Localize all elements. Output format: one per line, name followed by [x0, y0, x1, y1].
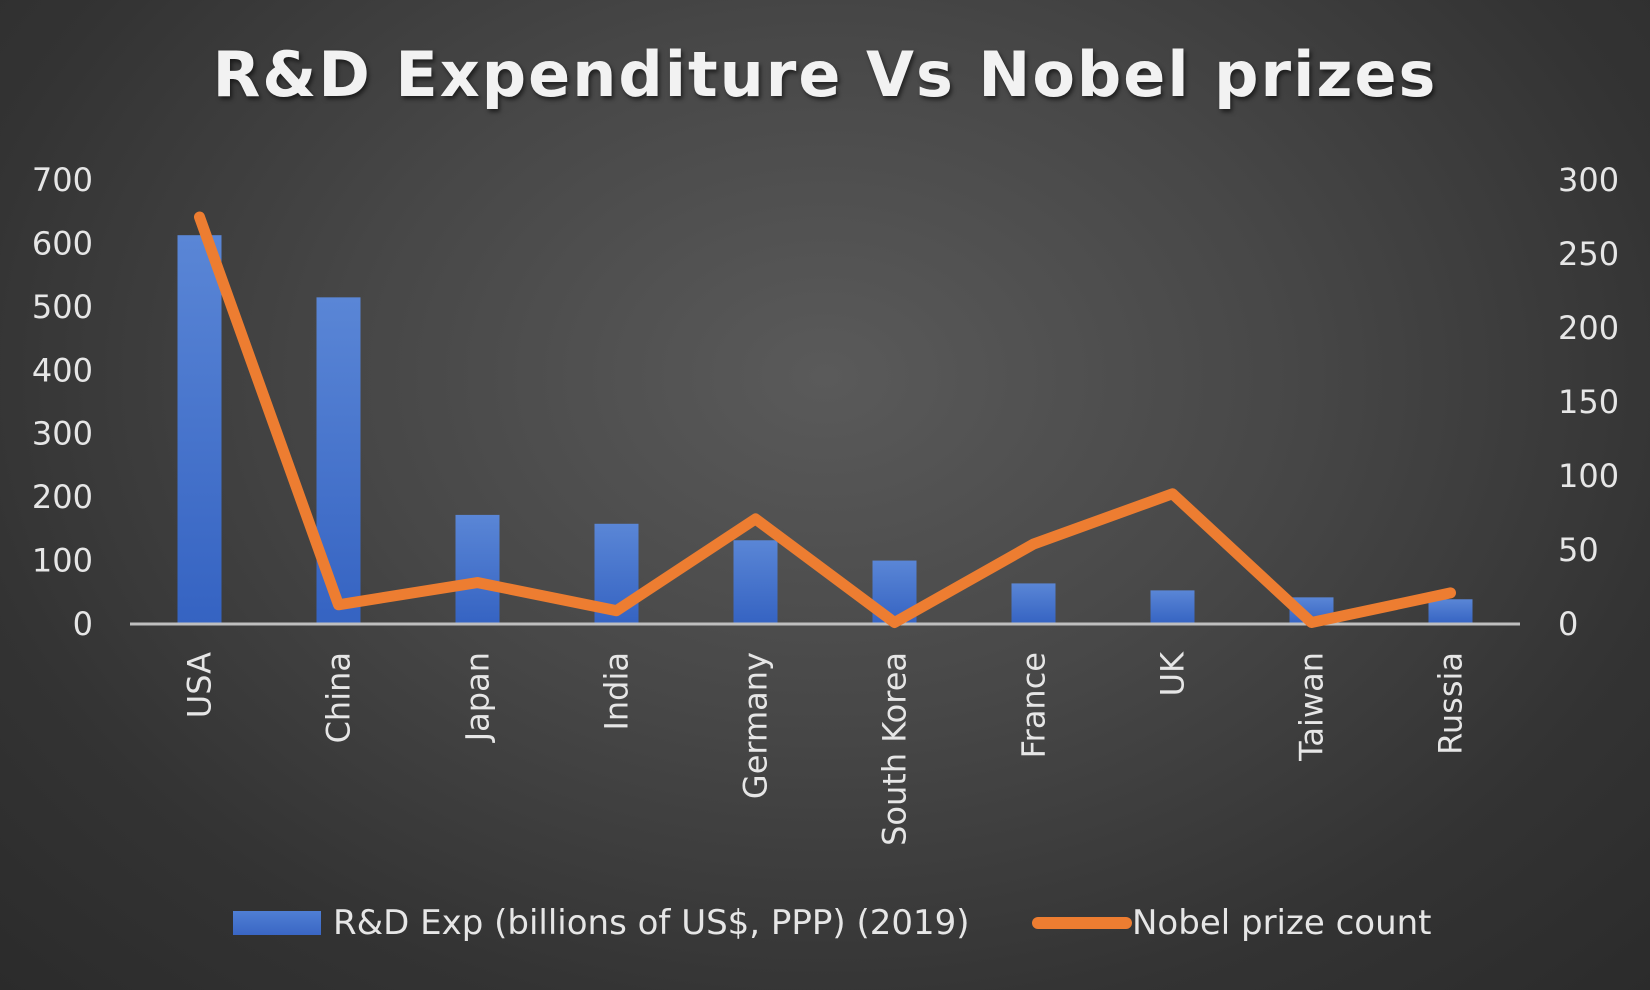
legend-label-rd: R&D Exp (billions of US$, PPP) (2019) [333, 903, 970, 943]
nobel-point-south-korea [894, 622, 895, 624]
chart-legend: R&D Exp (billions of US$, PPP) (2019) No… [0, 898, 1650, 948]
legend-item-nobel: Nobel prize count [1032, 898, 1432, 948]
category-label-india: India [598, 652, 636, 731]
right-tick-label: 150 [1558, 383, 1619, 421]
legend-bar-swatch [233, 911, 321, 935]
legend-item-rd: R&D Exp (billions of US$, PPP) (2019) [233, 898, 970, 948]
category-label-japan: Japan [459, 652, 497, 743]
bar-france [1011, 583, 1056, 624]
nobel-line [194, 211, 1456, 629]
left-tick-label: 700 [32, 161, 93, 199]
left-tick-label: 500 [32, 288, 93, 326]
right-y-axis: 0 50 100 150 200 250 300 [1558, 161, 1619, 643]
bar-usa [177, 235, 222, 624]
left-y-axis: 0 100 200 300 400 500 600 700 [32, 161, 93, 643]
right-tick-label: 200 [1558, 309, 1619, 347]
right-tick-label: 300 [1558, 161, 1619, 199]
left-tick-label: 100 [32, 542, 93, 580]
bar-uk [1150, 590, 1195, 624]
right-tick-label: 250 [1558, 235, 1619, 273]
bar-russia [1428, 599, 1473, 624]
right-tick-label: 50 [1558, 531, 1599, 569]
nobel-point-china [338, 604, 339, 606]
legend-label-nobel: Nobel prize count [1132, 903, 1432, 943]
left-tick-label: 300 [32, 415, 93, 453]
nobel-point-uk [1172, 493, 1173, 495]
x-axis-categories: USA China Japan India Germany South Korea Fran… [181, 651, 1470, 846]
left-tick-label: 200 [32, 478, 93, 516]
right-tick-label: 0 [1558, 605, 1578, 643]
left-tick-label: 400 [32, 351, 93, 389]
nobel-point-russia [1450, 592, 1451, 594]
category-label-france: France [1015, 652, 1053, 758]
category-label-china: China [320, 652, 358, 743]
nobel-point-india [616, 610, 617, 612]
category-label-russia: Russia [1432, 652, 1470, 755]
bar-germany [733, 540, 778, 624]
legend-line-swatch [1032, 917, 1132, 929]
category-label-south-korea: South Korea [876, 652, 914, 846]
chart-title: R&D Expenditure Vs Nobel prizes [212, 38, 1438, 111]
nobel-point-japan [477, 582, 478, 584]
bar-japan [455, 514, 500, 624]
category-label-germany: Germany [737, 652, 775, 799]
nobel-point-france [1033, 543, 1034, 545]
line-series [194, 211, 1456, 629]
left-tick-label: 600 [32, 224, 93, 262]
nobel-point-usa [199, 216, 200, 218]
left-tick-label: 0 [73, 605, 93, 643]
category-label-taiwan: Taiwan [1293, 652, 1331, 762]
nobel-point-taiwan [1311, 622, 1312, 624]
nobel-point-germany [755, 518, 756, 520]
category-label-usa: USA [181, 652, 219, 718]
category-label-uk: UK [1154, 651, 1192, 696]
right-tick-label: 100 [1558, 457, 1619, 495]
